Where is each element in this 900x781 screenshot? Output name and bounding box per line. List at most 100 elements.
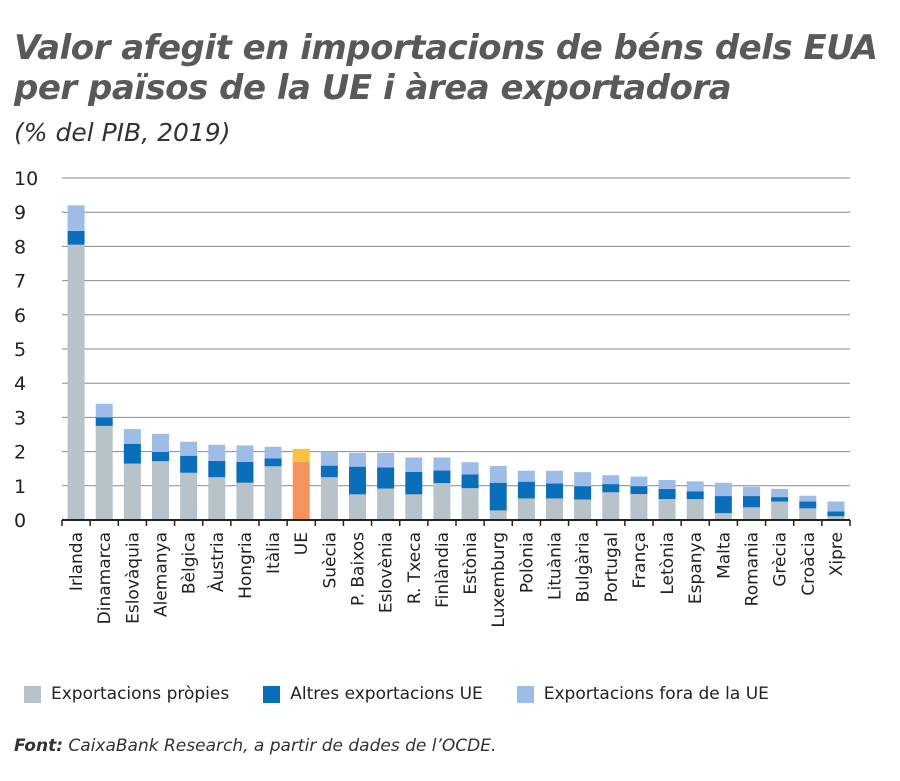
bar-segment bbox=[489, 510, 507, 520]
x-tick-label: Finlàndia bbox=[433, 532, 453, 608]
y-tick-label: 0 bbox=[14, 510, 26, 532]
bar-segment bbox=[686, 491, 704, 500]
bar-segment bbox=[658, 499, 676, 520]
y-tick-label: 7 bbox=[14, 271, 26, 293]
bar-segment bbox=[658, 479, 676, 489]
legend-label: Exportacions fora de la UE bbox=[543, 684, 769, 704]
x-tick-label: Irlanda bbox=[67, 532, 87, 591]
x-tick-label: Romania bbox=[743, 532, 763, 606]
x-tick-label: Espanya bbox=[686, 532, 706, 604]
bar-segment bbox=[264, 446, 282, 459]
bar-segment bbox=[152, 433, 169, 452]
bar-segment bbox=[377, 467, 395, 489]
y-tick-label: 3 bbox=[14, 407, 26, 429]
y-tick-label: 8 bbox=[14, 236, 26, 258]
bar-segment bbox=[264, 466, 282, 520]
x-tick-label: Suècia bbox=[320, 532, 340, 589]
bar-segment bbox=[771, 501, 789, 520]
bar-segment bbox=[686, 481, 704, 492]
chart-subtitle: (% del PIB, 2019) bbox=[14, 118, 231, 147]
bar-segment bbox=[574, 486, 592, 500]
bar-segment bbox=[743, 507, 760, 520]
bar-segment bbox=[546, 470, 563, 484]
bar-segment bbox=[602, 484, 620, 493]
bar-segment bbox=[517, 481, 535, 499]
x-tick-label: Àustria bbox=[206, 532, 228, 592]
legend-item: Exportacions fora de la UE bbox=[516, 684, 769, 704]
x-tick-label: França bbox=[630, 532, 650, 589]
bar-segment bbox=[827, 501, 845, 512]
bar-segment bbox=[489, 482, 507, 511]
x-tick-label: Bèlgica bbox=[180, 532, 200, 594]
bar-segment bbox=[236, 445, 254, 462]
x-tick-label: Dinamarca bbox=[95, 532, 115, 624]
x-tick-label: Malta bbox=[714, 532, 734, 579]
bar-segment bbox=[461, 462, 479, 475]
bar-segment bbox=[236, 461, 254, 483]
legend-label: Exportacions pròpies bbox=[51, 684, 230, 704]
bar-segment bbox=[264, 458, 282, 467]
x-tick-label: P. Baixos bbox=[349, 532, 369, 606]
bar-segment bbox=[546, 498, 563, 520]
bar-segment bbox=[517, 498, 535, 520]
x-tick-label: R. Txeca bbox=[405, 532, 425, 604]
x-tick-label: Estònia bbox=[461, 532, 481, 595]
bar-segment bbox=[827, 516, 845, 520]
x-tick-label: Croàcia bbox=[799, 532, 819, 596]
bar-segment bbox=[152, 451, 169, 462]
bar-segment bbox=[208, 444, 226, 461]
bar-segment bbox=[602, 492, 620, 520]
bar-segment bbox=[743, 496, 760, 508]
bar-segment bbox=[771, 488, 789, 498]
bar-segment bbox=[123, 463, 141, 520]
bar-segment bbox=[658, 488, 676, 500]
bar-segment bbox=[320, 477, 338, 520]
bar-segment bbox=[827, 511, 845, 517]
legend-swatch bbox=[24, 685, 41, 703]
bar-segment bbox=[208, 477, 226, 520]
bar-segment bbox=[686, 499, 704, 520]
bar-segment bbox=[433, 470, 451, 484]
bar-segment bbox=[377, 488, 395, 520]
bar-segment bbox=[799, 508, 817, 520]
bar-segment bbox=[433, 457, 451, 471]
x-tick-label: Alemanya bbox=[152, 532, 172, 617]
stacked-bar-chart: 0 1 2 3 4 5 6 7 8 9 10 Irlanda Dinamarca Eslovàquia Al… bbox=[14, 168, 851, 628]
legend-swatch bbox=[516, 685, 534, 703]
bar-segment bbox=[714, 496, 732, 514]
bar-segment bbox=[630, 494, 648, 520]
source-label: Font: bbox=[14, 736, 63, 756]
legend-item: Altres exportacions UE bbox=[263, 684, 483, 704]
y-tick-label: 6 bbox=[14, 305, 26, 327]
bar-segment bbox=[236, 482, 254, 520]
bar-segment bbox=[67, 205, 85, 232]
source-text: CaixaBank Research, a partir de dades de… bbox=[63, 736, 497, 756]
bar-segment bbox=[743, 486, 760, 497]
x-tick-label: Eslovènia bbox=[377, 532, 397, 613]
bar-segment bbox=[489, 465, 507, 483]
x-tick-label: Luxemburg bbox=[489, 532, 509, 628]
bar-segment bbox=[67, 231, 85, 245]
bar-segment bbox=[292, 448, 310, 462]
y-tick-label: 2 bbox=[14, 442, 26, 464]
bar-segment bbox=[574, 499, 592, 520]
bar-segment bbox=[349, 494, 366, 520]
bar-segment bbox=[461, 474, 479, 489]
bar-segment bbox=[377, 452, 395, 468]
x-tick-label: Letònia bbox=[658, 532, 678, 595]
x-tick-label: Lituània bbox=[546, 532, 566, 600]
legend-item: Exportacions pròpies bbox=[24, 684, 229, 704]
bar-segment bbox=[714, 482, 732, 497]
bar-segment bbox=[349, 466, 366, 495]
bar-segment bbox=[405, 471, 423, 495]
bar-segment bbox=[123, 443, 141, 464]
bar-segment bbox=[152, 461, 169, 520]
bar-segment bbox=[208, 460, 226, 478]
source-note: Font: CaixaBank Research, a partir de da… bbox=[14, 736, 496, 756]
bar-segment bbox=[461, 488, 479, 520]
y-tick-label: 4 bbox=[14, 373, 26, 395]
bar-segment bbox=[714, 513, 732, 520]
bar-segment bbox=[123, 429, 141, 444]
bar-segment bbox=[95, 425, 113, 520]
y-tick-label: 1 bbox=[14, 476, 26, 498]
